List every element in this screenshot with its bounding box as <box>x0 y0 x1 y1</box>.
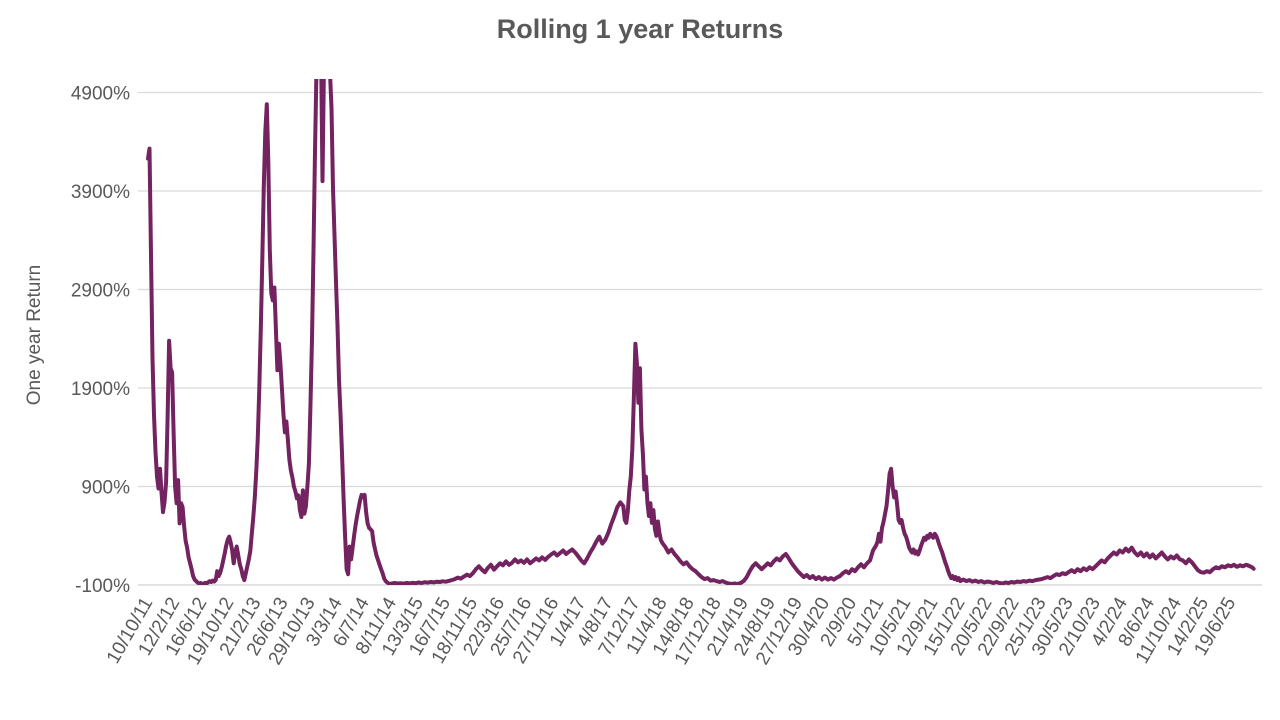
y-axis-tick-labels: 4900% 3900% 2900% 1900% 900% -100% <box>71 84 130 598</box>
y-tick-label: -100% <box>75 576 130 597</box>
y-tick-label: 900% <box>81 478 130 499</box>
y-tick-label: 3900% <box>71 182 130 203</box>
x-axis-tick-labels: 10/10/1112/2/1216/6/1219/10/1221/2/1326/… <box>103 594 1240 669</box>
returns-line-series <box>146 79 1256 585</box>
y-tick-label: 2900% <box>71 281 130 302</box>
chart-title: Rolling 1 year Returns <box>497 14 784 44</box>
y-tick-label: 4900% <box>71 84 130 105</box>
y-axis-title: One year Return <box>24 265 45 405</box>
y-tick-label: 1900% <box>71 379 130 400</box>
